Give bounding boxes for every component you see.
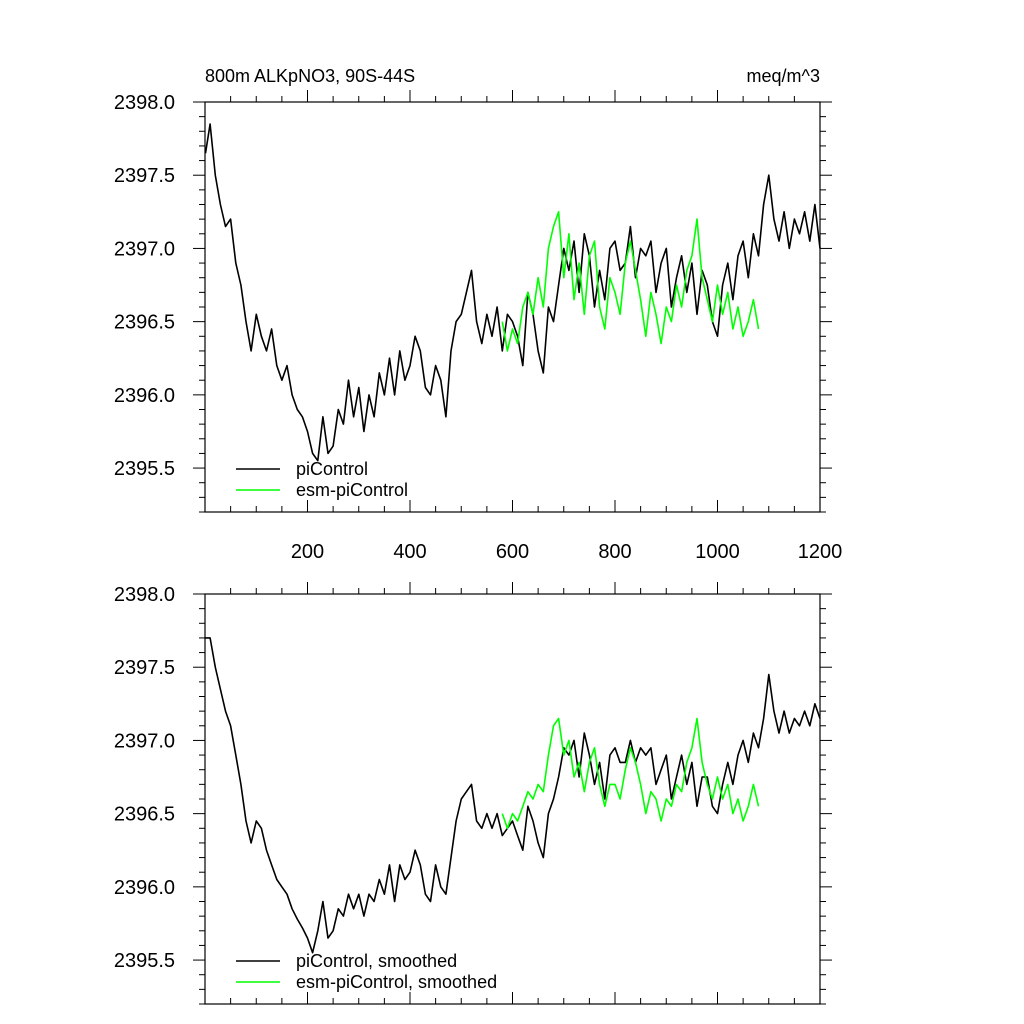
axis-ticks [193, 90, 832, 513]
y-tick-label: 2396.0 [114, 385, 175, 407]
x-tick-label: 600 [496, 541, 529, 563]
x-tick-label: 800 [598, 541, 631, 563]
x-tick-label: 400 [393, 541, 426, 563]
legend-label-esm-picontrol: esm-piControl [296, 480, 408, 500]
legend-label-picontrol: piControl [296, 459, 368, 479]
y-tick-labels: 2395.5 2396.0 2396.5 2397.0 2397.5 2398.0 [114, 584, 175, 972]
y-tick-label: 2397.0 [114, 730, 175, 752]
y-tick-label: 2395.5 [114, 950, 175, 972]
bottom-panel: 2395.5 2396.0 2396.5 2397.0 2397.5 2398.0 piC… [114, 582, 832, 1005]
legend: piControl, smoothed esm-piControl, smoot… [236, 951, 497, 992]
units-label: meq/m^3 [747, 66, 820, 86]
y-tick-label: 2395.5 [114, 458, 175, 480]
series-line-picontrol [204, 123, 821, 462]
y-tick-label: 2397.0 [114, 238, 175, 260]
plot-frame [204, 593, 821, 1005]
x-tick-label: 200 [291, 541, 324, 563]
series-lines [205, 637, 821, 954]
top-panel: 800m ALKpNO3, 90S-44S meq/m^3 2395.5 2396… [114, 66, 842, 563]
y-tick-labels: 2395.5 2396.0 2396.5 2397.0 2397.5 2398.0 [114, 92, 175, 480]
legend-label-picontrol-smoothed: piControl, smoothed [296, 951, 457, 971]
y-tick-label: 2397.5 [114, 165, 175, 187]
legend: piControl esm-piControl [236, 459, 408, 500]
plot-frame [204, 101, 821, 513]
y-tick-label: 2396.0 [114, 877, 175, 899]
series-line-esm-picontrol [501, 717, 760, 830]
x-tick-labels: 200 400 600 800 1000 1200 [291, 541, 842, 563]
x-tick-label: 1200 [798, 541, 843, 563]
legend-label-esm-picontrol-smoothed: esm-piControl, smoothed [296, 972, 497, 992]
series-line-esm-picontrol [501, 211, 760, 352]
y-tick-label: 2396.5 [114, 804, 175, 826]
series-line-picontrol [205, 637, 821, 954]
panel-title: 800m ALKpNO3, 90S-44S [205, 66, 415, 86]
y-tick-label: 2396.5 [114, 312, 175, 334]
axis-ticks [193, 582, 832, 1005]
y-tick-label: 2397.5 [114, 657, 175, 679]
y-tick-label: 2398.0 [114, 92, 175, 114]
y-tick-label: 2398.0 [114, 584, 175, 606]
series-lines [204, 123, 821, 462]
x-tick-label: 1000 [695, 541, 740, 563]
